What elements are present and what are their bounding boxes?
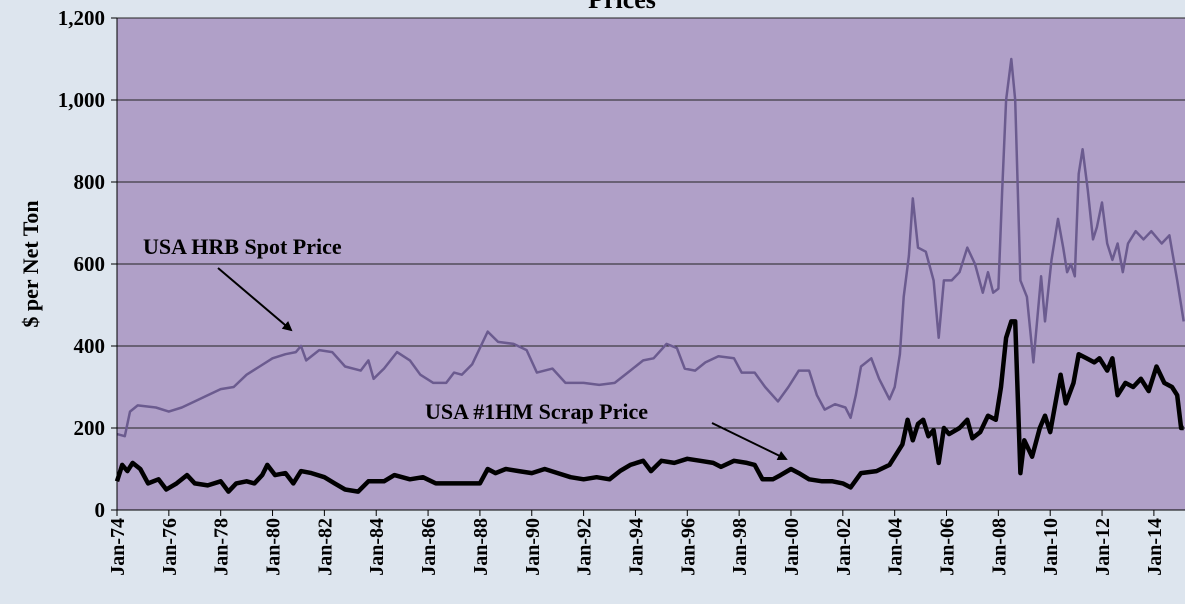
x-tick-label: Jan-76 (159, 518, 181, 576)
x-tick-label: Jan-86 (418, 518, 440, 576)
y-axis-title: $ per Net Ton (18, 200, 43, 327)
annotation-arrow (711, 422, 788, 460)
x-tick-label: Jan-82 (314, 518, 336, 576)
x-tick-label: Jan-94 (625, 518, 647, 576)
x-tick-label: Jan-10 (1040, 518, 1062, 576)
y-tick-label: 0 (95, 498, 106, 522)
x-tick-label: Jan-80 (263, 518, 285, 576)
y-tick-label: 600 (74, 252, 106, 276)
series-line (116, 57, 1185, 438)
chart-title: Prices (588, 0, 656, 14)
y-tick-label: 1,200 (58, 6, 105, 30)
x-tick-label: Jan-12 (1092, 518, 1114, 576)
x-tick-label: Jan-92 (574, 518, 596, 576)
x-tick-label: Jan-90 (522, 518, 544, 576)
annotation: USA #1HM Scrap Price (425, 399, 648, 424)
y-tick-label: 800 (74, 170, 106, 194)
x-tick-label: Jan-88 (470, 518, 492, 576)
x-tick-label: Jan-02 (833, 518, 855, 576)
x-tick-label: Jan-78 (211, 518, 233, 576)
annotation: USA HRB Spot Price (143, 234, 342, 259)
annotation-arrow (217, 267, 293, 332)
x-tick-label: Jan-84 (366, 518, 388, 576)
y-tick-label: 1,000 (58, 88, 105, 112)
x-tick-label: Jan-08 (988, 518, 1010, 576)
x-tick-label: Jan-96 (677, 518, 699, 576)
x-tick-label: Jan-00 (781, 518, 803, 576)
x-tick-label: Jan-04 (885, 518, 907, 576)
x-tick-label: Jan-98 (729, 518, 751, 576)
series-line (114, 319, 1184, 494)
x-tick-label: Jan-14 (1144, 518, 1166, 576)
x-tick-label: Jan-74 (107, 518, 129, 576)
y-tick-label: 200 (74, 416, 106, 440)
lines (114, 57, 1185, 494)
x-tick-label: Jan-06 (937, 518, 959, 576)
y-tick-label: 400 (74, 334, 106, 358)
